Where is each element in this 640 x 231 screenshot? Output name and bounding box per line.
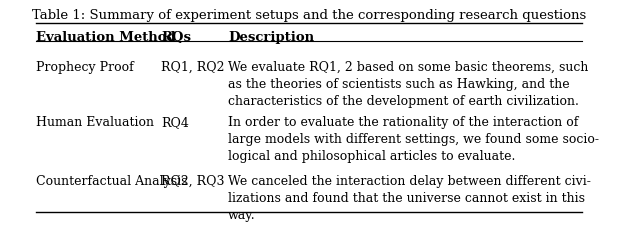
Text: RQ2, RQ3: RQ2, RQ3 [161, 175, 225, 188]
Text: Description: Description [228, 31, 314, 44]
Text: Counterfactual Analysis: Counterfactual Analysis [36, 175, 188, 188]
Text: We evaluate RQ1, 2 based on some basic theorems, such
as the theories of scienti: We evaluate RQ1, 2 based on some basic t… [228, 61, 589, 108]
Text: RQ4: RQ4 [161, 116, 189, 129]
Text: Table 1: Summary of experiment setups and the corresponding research questions: Table 1: Summary of experiment setups an… [32, 9, 586, 22]
Text: Human Evaluation: Human Evaluation [36, 116, 154, 129]
Text: Evaluation Method: Evaluation Method [36, 31, 176, 44]
Text: Prophecy Proof: Prophecy Proof [36, 61, 134, 74]
Text: In order to evaluate the rationality of the interaction of
large models with dif: In order to evaluate the rationality of … [228, 116, 599, 163]
Text: RQs: RQs [161, 31, 191, 44]
Text: RQ1, RQ2: RQ1, RQ2 [161, 61, 225, 74]
Text: We canceled the interaction delay between different civi-
lizations and found th: We canceled the interaction delay betwee… [228, 175, 591, 222]
